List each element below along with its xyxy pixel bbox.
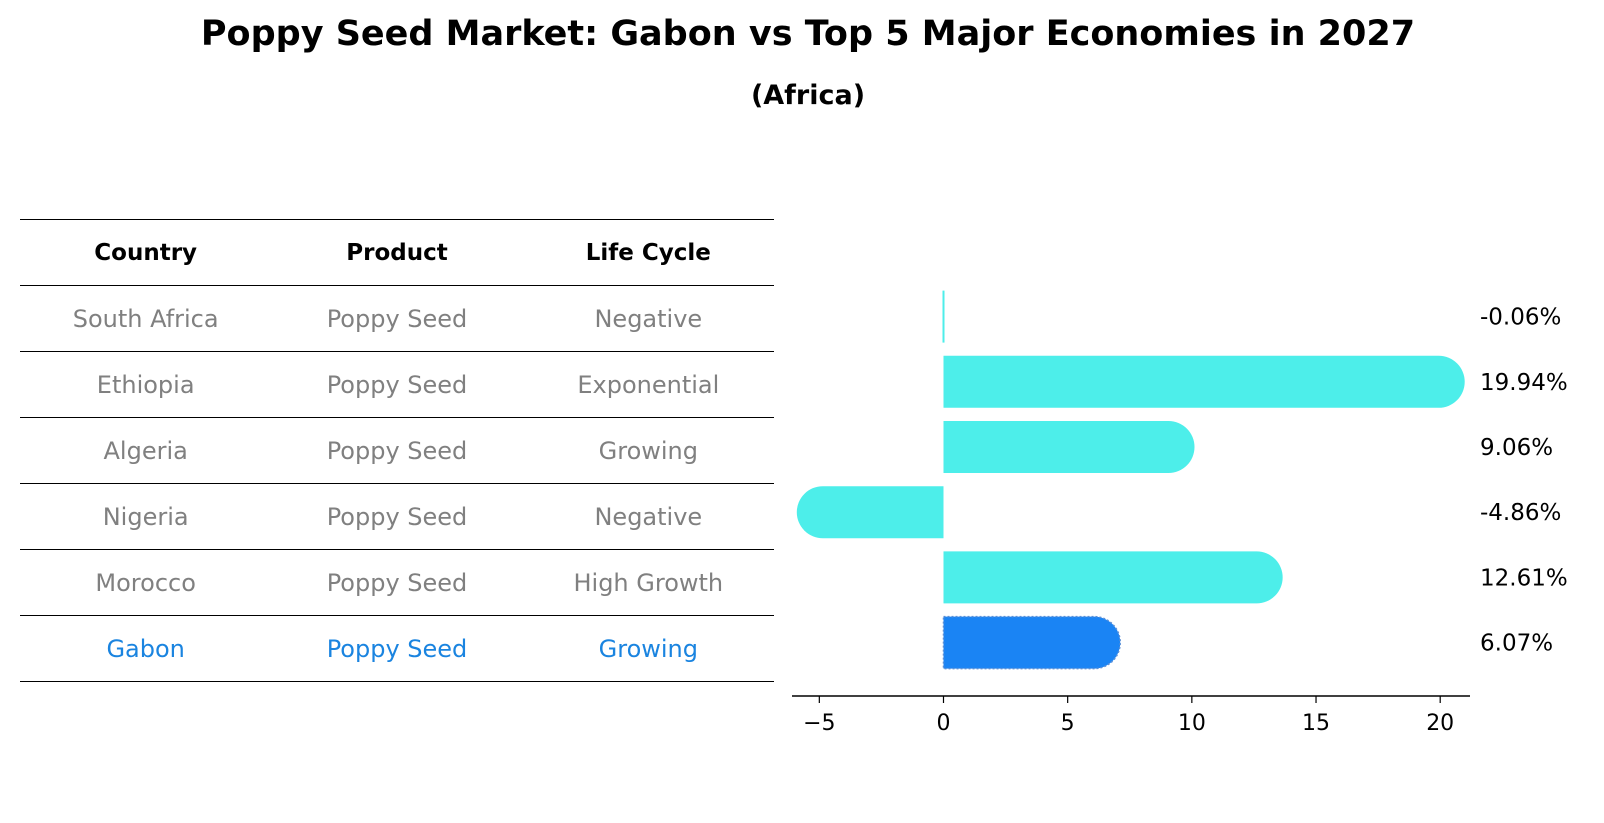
chart-subtitle: (Africa) (750, 80, 866, 111)
table-row: Nigeria Poppy Seed Negative (20, 483, 774, 550)
cell-life-cycle: Exponential (522, 351, 774, 418)
cell-life-cycle: Negative (522, 285, 774, 352)
x-tick-label: −5 (803, 711, 835, 736)
country-table: Country Product Life Cycle South Africa … (20, 219, 774, 682)
bar-south-africa (942, 290, 945, 343)
cell-life-cycle: High Growth (522, 549, 774, 616)
cell-product: Poppy Seed (271, 615, 523, 682)
value-label: -0.06% (1480, 305, 1561, 331)
header-product: Product (271, 219, 523, 286)
bar-nigeria (796, 486, 944, 539)
value-label: 19.94% (1480, 370, 1568, 396)
chart-title: Poppy Seed Market: Gabon vs Top 5 Major … (200, 14, 1416, 54)
bar-gabon (942, 615, 1121, 670)
bar-ethiopia (943, 355, 1465, 408)
cell-product: Poppy Seed (271, 351, 523, 418)
bar-algeria (943, 421, 1195, 473)
x-tick-label: 5 (1061, 711, 1075, 736)
value-label: 12.61% (1480, 565, 1568, 591)
table-row: Algeria Poppy Seed Growing (20, 417, 774, 484)
cell-life-cycle: Negative (522, 483, 774, 550)
table-row: South Africa Poppy Seed Negative (20, 285, 774, 352)
value-label: 6.07% (1480, 631, 1553, 657)
cell-life-cycle: Growing (522, 615, 774, 682)
cell-country: Algeria (20, 417, 272, 484)
cell-country: Ethiopia (20, 351, 272, 418)
bar-morocco (943, 551, 1283, 604)
table-row-highlight: Gabon Poppy Seed Growing (20, 615, 774, 682)
cell-country: South Africa (20, 285, 272, 352)
cell-product: Poppy Seed (271, 285, 523, 352)
value-label: -4.86% (1480, 500, 1561, 526)
table-header-row: Country Product Life Cycle (20, 219, 774, 286)
x-tick-label: 15 (1302, 711, 1330, 736)
header-life-cycle: Life Cycle (522, 219, 774, 286)
cell-product: Poppy Seed (271, 549, 523, 616)
value-label: 9.06% (1480, 435, 1553, 461)
table-row: Ethiopia Poppy Seed Exponential (20, 351, 774, 418)
x-tick-label: 0 (936, 711, 950, 736)
x-tick-label: 10 (1178, 711, 1206, 736)
x-tick-label: 20 (1426, 711, 1454, 736)
cell-life-cycle: Growing (522, 417, 774, 484)
cell-product: Poppy Seed (271, 417, 523, 484)
header-country: Country (20, 219, 272, 286)
cell-country: Nigeria (20, 483, 272, 550)
cell-product: Poppy Seed (271, 483, 523, 550)
cell-country: Morocco (20, 549, 272, 616)
table-row: Morocco Poppy Seed High Growth (20, 549, 774, 616)
cell-country: Gabon (20, 615, 272, 682)
